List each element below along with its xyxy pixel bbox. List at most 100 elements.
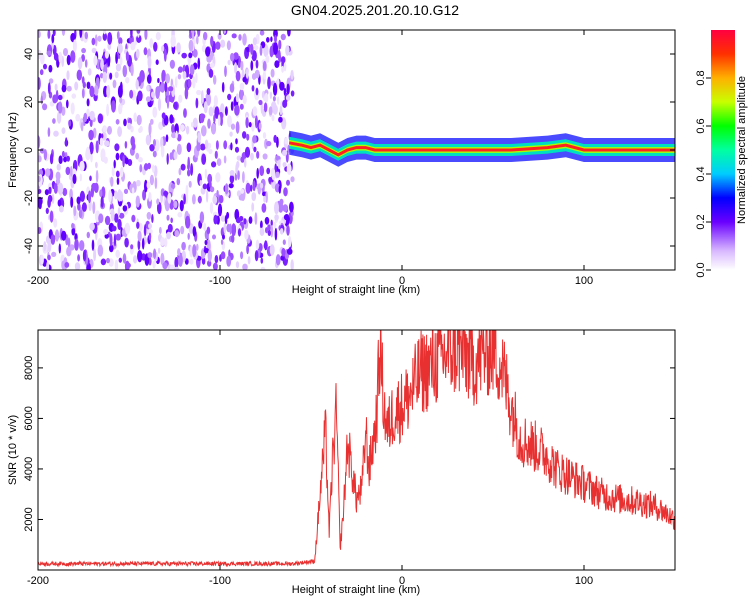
noise-cell xyxy=(117,218,122,231)
noise-cell xyxy=(213,75,217,85)
snr-ytick-label: 8000 xyxy=(23,356,35,380)
noise-cell xyxy=(217,203,223,217)
noise-cell xyxy=(181,241,186,251)
noise-cell xyxy=(213,114,216,124)
noise-cell xyxy=(201,257,206,265)
noise-cell xyxy=(161,73,165,83)
noise-cell xyxy=(122,253,127,264)
noise-cell xyxy=(109,233,113,247)
colorbar-tick-label: 0.2 xyxy=(695,214,707,229)
noise-cell xyxy=(115,63,122,72)
noise-cell xyxy=(170,183,176,189)
noise-cell xyxy=(288,236,292,248)
noise-cell xyxy=(42,103,48,111)
noise-cell xyxy=(110,208,115,222)
noise-cell xyxy=(197,196,202,204)
noise-cell xyxy=(114,259,119,270)
noise-cell xyxy=(125,76,130,84)
noise-cell xyxy=(136,179,141,187)
noise-cell xyxy=(273,41,278,55)
noise-cell xyxy=(54,229,60,242)
noise-cell xyxy=(169,264,175,270)
noise-cell xyxy=(74,81,79,91)
noise-cell xyxy=(164,81,168,93)
noise-cell xyxy=(77,57,83,70)
noise-cell xyxy=(227,115,232,128)
noise-cell xyxy=(252,37,257,46)
noise-cell xyxy=(196,89,202,96)
noise-cell xyxy=(47,30,51,39)
noise-cell xyxy=(205,93,209,100)
noise-cell xyxy=(77,254,80,262)
noise-cell xyxy=(155,31,161,41)
noise-cell xyxy=(188,52,193,59)
noise-cell xyxy=(229,131,233,137)
noise-cell xyxy=(220,239,224,245)
noise-cell xyxy=(97,113,104,124)
noise-cell xyxy=(233,52,239,60)
noise-cell xyxy=(114,190,118,200)
noise-cell xyxy=(265,227,268,234)
noise-cell xyxy=(76,196,81,205)
noise-cell xyxy=(255,239,260,250)
noise-cell xyxy=(188,180,192,188)
noise-cell xyxy=(58,155,63,164)
noise-cell xyxy=(78,209,83,219)
noise-cell xyxy=(100,195,104,208)
noise-cell xyxy=(208,68,214,78)
noise-cell xyxy=(107,32,113,45)
spectrogram-ytick-label: -20 xyxy=(23,190,35,206)
noise-cell xyxy=(266,140,272,147)
noise-cell xyxy=(192,194,196,205)
noise-cell xyxy=(147,55,152,69)
noise-cell xyxy=(210,123,217,135)
noise-cell xyxy=(211,161,217,168)
noise-cell xyxy=(38,136,41,149)
noise-cell xyxy=(55,171,61,181)
noise-cell xyxy=(56,111,62,124)
noise-cell xyxy=(251,85,255,92)
noise-cell xyxy=(58,243,61,254)
noise-cell xyxy=(260,220,263,229)
noise-cell xyxy=(130,30,133,38)
noise-cell xyxy=(52,94,58,104)
noise-cell xyxy=(45,235,50,244)
noise-cell xyxy=(111,166,115,177)
noise-cell xyxy=(259,227,265,236)
noise-cell xyxy=(259,165,265,177)
noise-cell xyxy=(221,82,225,93)
noise-cell xyxy=(79,160,85,172)
noise-cell xyxy=(244,229,249,240)
noise-cell xyxy=(242,33,247,46)
noise-cell xyxy=(137,250,143,263)
noise-cell xyxy=(38,196,43,206)
noise-cell xyxy=(113,233,117,247)
noise-cell xyxy=(176,134,182,142)
noise-cell xyxy=(238,34,242,41)
noise-cell xyxy=(155,59,159,65)
noise-cell xyxy=(161,45,165,52)
noise-cell xyxy=(38,155,42,163)
noise-cell xyxy=(244,146,251,158)
noise-cell xyxy=(274,214,279,221)
noise-cell xyxy=(203,31,208,41)
noise-cell xyxy=(101,186,106,199)
noise-cell xyxy=(50,234,56,245)
noise-cell xyxy=(273,134,278,143)
noise-cell xyxy=(144,179,148,193)
noise-cell xyxy=(94,34,98,47)
noise-cell xyxy=(93,248,97,262)
noise-cell xyxy=(278,185,281,194)
noise-cell xyxy=(235,93,239,103)
noise-cell xyxy=(252,106,258,117)
ridge-line xyxy=(288,141,675,157)
noise-cell xyxy=(93,85,99,96)
noise-cell xyxy=(43,63,47,70)
noise-cell xyxy=(282,239,286,245)
noise-cell xyxy=(66,54,71,66)
noise-cell xyxy=(131,187,135,194)
noise-cell xyxy=(125,262,131,269)
noise-cell xyxy=(66,70,70,81)
noise-cell xyxy=(281,65,284,73)
noise-cell xyxy=(79,30,83,38)
